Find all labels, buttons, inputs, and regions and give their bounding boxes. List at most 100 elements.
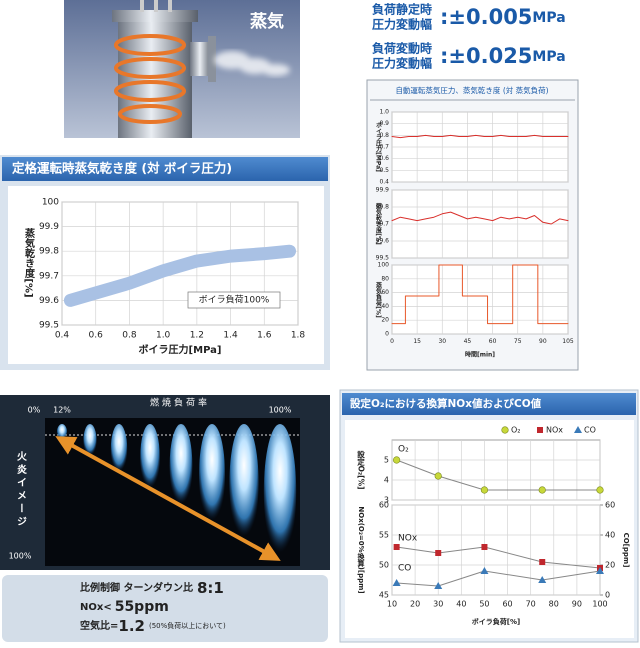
x-tick-label: 0.8 <box>122 331 137 341</box>
marker <box>434 582 443 589</box>
x-tick-label: 100 <box>592 600 607 609</box>
flame <box>140 424 160 491</box>
x-tick-label: 70 <box>526 600 536 609</box>
y-tick-label: 99.9 <box>39 222 59 232</box>
marker <box>434 472 442 480</box>
coil <box>114 34 186 124</box>
spec-line: 負荷静定時 <box>372 2 432 17</box>
legend-marker <box>574 426 582 433</box>
spec-value: :±0.005MPa <box>440 5 566 29</box>
y-tick-label: 0 <box>385 331 389 338</box>
control-line: NOx< 55ppm <box>80 599 169 615</box>
spec-number: :±0.025 <box>440 44 532 68</box>
marker <box>538 576 547 583</box>
y-axis-label: 設定O₂[%] <box>356 449 365 489</box>
x-tick-label: 45 <box>464 338 472 345</box>
y2-axis-label: CO[ppm] <box>622 533 630 568</box>
legend-label: NOx <box>546 426 563 435</box>
legend-label: ボイラ負荷100% <box>199 294 270 306</box>
y-tick-label: 60 <box>381 289 389 296</box>
x-tick-label: 60 <box>502 600 512 609</box>
y2-tick-label: 0 <box>605 591 610 600</box>
x-tick-label: 60 <box>489 338 497 345</box>
marker <box>480 486 489 494</box>
y-tick-label: 55 <box>379 531 389 540</box>
y-tick-label: 99.7 <box>376 221 390 228</box>
spec-number: :±0.005 <box>440 5 532 29</box>
control-text: 比例制御 ターンダウン比 <box>80 581 193 594</box>
y-tick-label: 99.8 <box>376 204 390 211</box>
x-tick-label: 90 <box>572 600 582 609</box>
y-tick-label: 0.4 <box>379 179 389 186</box>
control-box <box>2 575 328 642</box>
y2-tick-label: 40 <box>605 531 615 540</box>
rod <box>168 0 172 12</box>
marker <box>596 486 604 494</box>
x-tick-label: 30 <box>438 338 446 345</box>
rod <box>140 0 144 12</box>
control-note: (50%負荷以上において) <box>149 621 226 630</box>
legend-label: O₂ <box>511 426 521 435</box>
flame <box>263 424 297 559</box>
x-tick-label: 0.6 <box>89 331 104 341</box>
control-value: 8:1 <box>197 579 224 597</box>
x-tick-label: 50 <box>479 600 489 609</box>
spec-unit: MPa <box>532 49 565 65</box>
marker <box>393 544 400 550</box>
x-tick-label: 0.4 <box>55 331 70 341</box>
control-text: 空気比= <box>80 619 118 632</box>
y-tick-label: 99.6 <box>376 238 390 245</box>
flame <box>57 424 67 440</box>
y-axis-label: 蒸気乾き度[%] <box>375 203 383 245</box>
y-tick-label: 99.6 <box>39 296 59 306</box>
flame-side-label: 火炎イメージ <box>15 451 27 529</box>
marker <box>480 567 489 574</box>
y2-tick-label: 20 <box>605 561 615 570</box>
x-tick-label: 15 <box>413 338 421 345</box>
x-tick-label: 80 <box>549 600 559 609</box>
series-annotation: CO <box>398 564 411 574</box>
x-tick-label: 75 <box>514 338 522 345</box>
x-tick-label: 1.8 <box>291 331 306 341</box>
marker <box>435 550 442 556</box>
y-tick-label: 1.0 <box>379 109 389 116</box>
y-tick-label: 100 <box>378 262 390 269</box>
y-tick-label: 3 <box>384 496 389 505</box>
flame-scale: 0% <box>28 406 41 415</box>
steam-label: 蒸気 <box>250 11 284 32</box>
illustration: 蒸気 <box>64 0 300 138</box>
y-tick-label: 4 <box>384 476 389 485</box>
y-tick-label: 0.7 <box>379 144 389 151</box>
legend-box <box>187 291 281 309</box>
series-annotation: NOx <box>398 534 418 544</box>
x-axis-label: ボイラ負荷[%] <box>472 617 520 626</box>
spec-line: 圧力変動幅 <box>372 56 432 71</box>
spec-line: 圧力変動幅 <box>372 17 432 32</box>
y-tick-label: 99.8 <box>39 247 59 257</box>
flame-scale: 12% <box>53 406 71 415</box>
marker <box>596 567 604 574</box>
y-axis-label: 蒸気乾き度[%] <box>23 227 36 297</box>
flame-panel: 燃焼負荷率 0% 12% 100% 火炎イメージ 100% <box>0 395 330 570</box>
data-line <box>391 264 569 325</box>
marker <box>392 579 401 586</box>
flame-side-bottom: 100% <box>9 552 32 561</box>
flame-title: 燃焼負荷率 <box>150 397 210 409</box>
y-axis-label: ボイラ圧力[MPa] <box>375 121 382 172</box>
marker <box>539 559 546 565</box>
title-bar <box>2 157 328 181</box>
y-tick-label: 45 <box>379 591 389 600</box>
y-tick-label: 99.9 <box>376 187 390 194</box>
y-tick-label: 80 <box>381 275 389 282</box>
panel-title: 設定O₂における換算NOx値およびCO値 <box>350 397 542 410</box>
control-value: 55ppm <box>115 599 169 615</box>
data-line <box>391 134 569 139</box>
x-tick-label: 40 <box>456 600 466 609</box>
flame <box>229 424 259 542</box>
data-line <box>63 244 297 307</box>
data-line <box>391 211 569 225</box>
pipe <box>190 42 212 76</box>
y-tick-label: 99.5 <box>376 255 390 262</box>
specs: 負荷静定時 圧力変動幅 :±0.005MPa 負荷変動時 圧力変動幅 :±0.0… <box>372 2 566 71</box>
panel-title: 自動運転蒸気圧力、蒸気乾き度 (対 蒸気負荷) <box>395 85 548 95</box>
